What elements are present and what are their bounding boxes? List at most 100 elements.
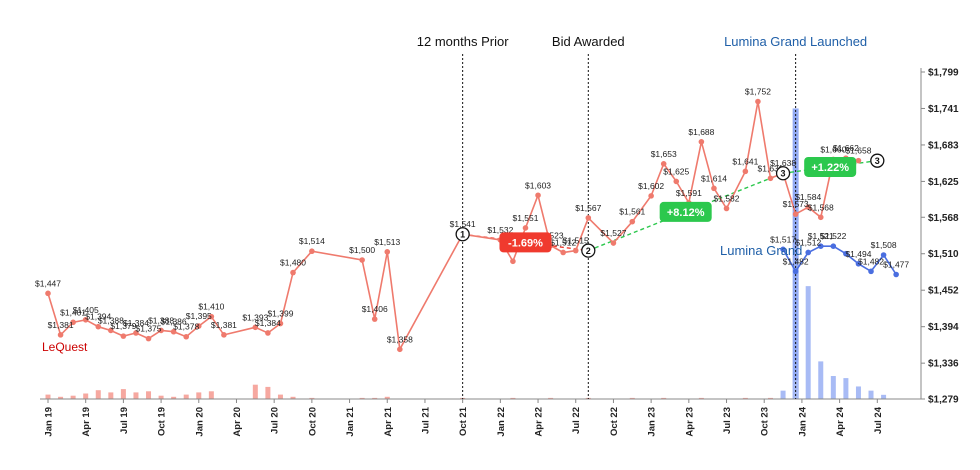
data-point-lequest xyxy=(648,193,654,199)
x-tick-label: Jan 21 xyxy=(345,406,356,436)
data-point-lequest xyxy=(208,313,215,320)
change-badge xyxy=(804,156,857,177)
data-label: $1,480 xyxy=(280,258,306,268)
x-tick-label: Jul 21 xyxy=(420,406,431,434)
data-point-lequest xyxy=(290,269,296,276)
data-point-lequest xyxy=(57,332,64,338)
data-point-lequest xyxy=(95,323,102,330)
x-tick-label: Jan 19 xyxy=(44,407,55,437)
y-tick-label: $1,510 xyxy=(928,249,959,260)
data-point-lequest xyxy=(817,214,824,221)
data-label: $1,410 xyxy=(198,302,224,312)
change-line xyxy=(782,159,878,174)
data-label: $1,384 xyxy=(123,318,149,328)
series-line-lumina xyxy=(782,245,897,275)
volume-bar-lequest xyxy=(108,392,114,399)
x-tick-label: Jul 24 xyxy=(873,406,884,434)
volume-bar-lequest xyxy=(265,386,271,399)
data-label: $1,641 xyxy=(732,156,758,166)
change-badge xyxy=(499,232,552,253)
change-badge xyxy=(659,201,712,222)
data-point-lequest xyxy=(698,139,705,145)
volume-bar-lequest xyxy=(58,396,64,399)
y-tick-label: $1,336 xyxy=(928,359,959,370)
step-marker xyxy=(455,227,470,242)
data-point-lumina xyxy=(880,252,887,258)
data-point-lequest xyxy=(252,324,259,331)
data-label: $1,405 xyxy=(73,305,99,315)
volume-bar-lequest xyxy=(661,397,667,399)
event-label: 12 months Prior xyxy=(417,34,509,49)
data-label: $1,514 xyxy=(299,236,325,246)
y-tick-label: $1,625 xyxy=(928,177,959,188)
x-tick-label: Jul 20 xyxy=(270,407,281,434)
data-point-lequest xyxy=(133,330,139,336)
change-badge-label: +8.12% xyxy=(667,207,705,219)
data-label: $1,381 xyxy=(211,320,237,330)
step-marker xyxy=(775,166,791,181)
data-label: $1,500 xyxy=(349,245,375,255)
volume-bar-lequest xyxy=(70,395,76,399)
x-tick-label: Jan 22 xyxy=(496,407,507,437)
data-point-lequest xyxy=(560,249,566,256)
step-marker-label: 3 xyxy=(875,156,880,166)
volume-bar-lequest xyxy=(146,391,152,399)
data-label: $1,406 xyxy=(362,304,388,314)
volume-bar-lequest xyxy=(45,394,51,399)
data-point-lumina xyxy=(868,268,874,275)
step-marker-label: 1 xyxy=(460,229,465,239)
data-point-lequest xyxy=(629,218,636,225)
data-label: $1,567 xyxy=(575,203,601,213)
data-label: $1,447 xyxy=(35,278,61,288)
volume-bar-lequest xyxy=(171,396,177,399)
y-tick-label: $1,568 xyxy=(928,213,959,224)
data-label: $1,603 xyxy=(525,180,551,190)
data-label: $1,630 xyxy=(758,163,784,173)
data-point-lequest xyxy=(70,319,76,326)
volume-bar-lumina xyxy=(855,386,861,399)
x-tick-label: Apr 21 xyxy=(383,406,394,436)
volume-bar-lequest xyxy=(742,397,748,399)
data-label: $1,393 xyxy=(242,312,268,322)
data-label: $1,384 xyxy=(255,318,281,328)
data-label: $1,688 xyxy=(688,127,714,137)
step-marker-label: 3 xyxy=(781,168,786,178)
x-tick-label: Apr 19 xyxy=(81,407,92,437)
data-label: $1,573 xyxy=(783,199,809,209)
x-tick-label: Oct 22 xyxy=(609,407,620,436)
volume-bar-lequest xyxy=(290,396,296,399)
data-point-lequest xyxy=(397,346,403,353)
volume-bar-lequest xyxy=(768,397,773,399)
data-point-lequest xyxy=(855,157,862,164)
volume-bar-lumina xyxy=(868,390,874,399)
data-point-lequest xyxy=(195,323,202,329)
data-label: $1,521 xyxy=(808,231,834,241)
volume-bar-lequest xyxy=(277,394,283,399)
y-tick-label: $1,279 xyxy=(928,395,959,406)
volume-bar-lequest xyxy=(510,397,516,399)
data-point-lumina xyxy=(830,243,837,249)
data-point-lequest xyxy=(45,290,51,297)
x-tick-label: Oct 21 xyxy=(458,406,469,436)
data-label: $1,508 xyxy=(871,240,897,250)
volume-bar-lequest xyxy=(548,397,554,399)
volume-bar-lequest xyxy=(309,397,315,399)
data-label: $1,512 xyxy=(550,237,576,247)
data-point-lequest xyxy=(535,192,541,199)
data-label: $1,584 xyxy=(795,192,821,202)
data-point-lequest xyxy=(755,98,761,105)
y-tick-label: $1,452 xyxy=(928,286,959,297)
event-label: Bid Awarded xyxy=(552,34,625,49)
data-label: $1,399 xyxy=(267,309,293,319)
data-point-lumina xyxy=(843,250,849,257)
volume-bar-lequest xyxy=(372,397,378,399)
step-marker xyxy=(581,243,596,258)
volume-bar-lequest xyxy=(359,397,365,399)
data-label: $1,602 xyxy=(638,181,664,191)
data-label: $1,561 xyxy=(619,207,645,217)
data-label: $1,568 xyxy=(808,202,834,212)
data-point-lequest xyxy=(660,161,667,167)
data-point-lequest xyxy=(805,204,811,211)
data-label: $1,662 xyxy=(833,143,859,153)
volume-bar-lequest xyxy=(196,392,202,399)
